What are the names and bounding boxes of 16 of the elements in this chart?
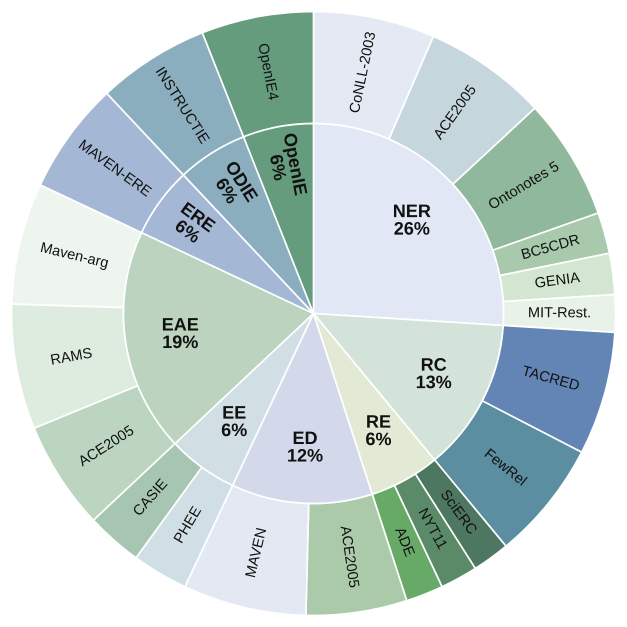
slice-label: ADE (395, 526, 416, 557)
slice-label: MAVEN (245, 528, 266, 578)
data-label: EAE 19% (162, 318, 198, 348)
slice-label: RAMS (50, 347, 92, 365)
data-label: NER 26% (394, 204, 431, 235)
data-label: ED 12% (288, 432, 323, 462)
data-label: RE 6% (366, 415, 392, 446)
data-label: EE 6% (222, 406, 247, 436)
slice-label: ACE2005 (340, 525, 360, 588)
slice-label: MIT-Rest. (529, 307, 590, 318)
data-label: RC 13% (416, 358, 452, 388)
slice-label: GENIA (534, 272, 580, 288)
data-label: OpenIE 6% (270, 132, 308, 196)
slice-label: TACRED (521, 365, 580, 391)
slice-label: OpenIE4 (255, 43, 280, 101)
slice-label: BC5CDR (521, 234, 580, 260)
